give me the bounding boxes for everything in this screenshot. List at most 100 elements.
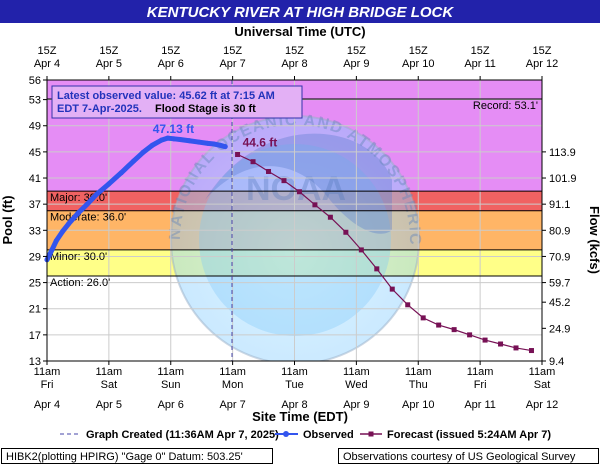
- bottom-tick-date: Apr 6: [158, 399, 184, 411]
- bottom-tick-date: Apr 5: [96, 399, 122, 411]
- forecast-point: [281, 178, 287, 184]
- forecast-point: [467, 332, 473, 338]
- top-tick-label: 15Z: [533, 45, 552, 57]
- bottom-tick-day: Tue: [285, 379, 304, 391]
- left-tick-label: 53: [29, 95, 41, 107]
- top-tick-label: 15Z: [99, 45, 118, 57]
- observed-point: [94, 191, 99, 197]
- left-tick-label: 33: [29, 225, 41, 237]
- footer-right-box: [338, 448, 599, 464]
- top-tick-date: Apr 5: [96, 58, 122, 70]
- observed-point: [66, 221, 72, 227]
- right-tick-label: 113.9: [549, 147, 576, 159]
- observed-point: [84, 201, 90, 207]
- top-tick-label: 15Z: [347, 45, 366, 57]
- left-tick-label: 45: [29, 147, 41, 159]
- footer-left-box: [1, 448, 273, 464]
- bottom-tick-day: Mon: [222, 379, 243, 391]
- bottom-axis-label: Site Time (EDT): [252, 409, 348, 424]
- top-tick-date: Apr 12: [526, 58, 558, 70]
- peak-label: 47.13 ft: [153, 122, 194, 136]
- forecast-point: [528, 348, 534, 354]
- threshold-label: Record: 53.1': [473, 100, 538, 112]
- top-axis-label: Universal Time (UTC): [234, 24, 365, 39]
- right-tick-label: 45.2: [549, 297, 570, 309]
- forecast-point: [266, 168, 272, 174]
- observed-point: [131, 158, 137, 164]
- left-tick-label: 13: [29, 356, 41, 368]
- forecast-point: [482, 337, 488, 343]
- top-tick-label: 15Z: [285, 45, 304, 57]
- bottom-tick-time: 11am: [405, 366, 432, 378]
- observed-point: [171, 136, 177, 142]
- bottom-tick-day: Fri: [474, 379, 487, 391]
- legend-created-label: Graph Created (11:36AM Apr 7, 2025): [86, 429, 279, 441]
- left-axis-label: Pool (ft): [0, 195, 15, 244]
- forecast-series: [235, 151, 534, 354]
- observed-point: [217, 142, 223, 148]
- bottom-tick-date: Apr 10: [402, 399, 434, 411]
- title-bar: [0, 0, 600, 23]
- left-tick-label: 29: [29, 251, 41, 263]
- footer-datum: HIBK2(plotting HPIRG) "Gage 0" Datum: 50…: [6, 451, 243, 463]
- bottom-tick-day: Wed: [345, 379, 367, 391]
- left-tick-label: 41: [29, 173, 41, 185]
- top-tick-date: Apr 8: [281, 58, 307, 70]
- right-tick-label: 91.1: [549, 199, 570, 211]
- bottom-tick-date: Apr 12: [526, 399, 558, 411]
- legend-forecast-marker: [368, 431, 374, 437]
- bottom-tick-time: 11am: [96, 366, 123, 378]
- observed-point: [165, 135, 171, 141]
- right-tick-label: 24.9: [549, 323, 570, 335]
- top-tick-date: Apr 7: [219, 58, 245, 70]
- bottom-tick-day: Sun: [161, 379, 181, 391]
- bottom-tick-day: Thu: [409, 379, 428, 391]
- forecast-point: [513, 345, 519, 351]
- top-tick-label: 15Z: [38, 45, 57, 57]
- left-tick-label: 17: [29, 330, 41, 342]
- top-tick-date: Apr 9: [343, 58, 369, 70]
- bottom-tick-time: 11am: [467, 366, 494, 378]
- left-tick-label: 49: [29, 121, 41, 133]
- observed-point: [53, 238, 59, 244]
- top-tick-label: 15Z: [161, 45, 180, 57]
- bottom-tick-date: Apr 4: [34, 399, 60, 411]
- info-box-line2: EDT 7-Apr-2025.: [57, 103, 142, 115]
- observed-point: [177, 136, 183, 142]
- threshold-label: Action: 26.0': [50, 277, 110, 289]
- top-tick-date: Apr 6: [158, 58, 184, 70]
- observed-point: [158, 137, 164, 143]
- observed-point: [59, 229, 65, 235]
- latest-value-box: Latest observed value: 45.62 ft at 7:15 …: [51, 85, 303, 119]
- observed-series: [44, 135, 228, 263]
- bottom-tick-date: Apr 11: [464, 399, 496, 411]
- observed-point: [140, 150, 146, 156]
- observed-point: [149, 142, 155, 148]
- forecast-point: [358, 247, 364, 253]
- top-tick-date: Apr 10: [402, 58, 434, 70]
- bottom-tick-time: 11am: [281, 366, 308, 378]
- forecast-point: [451, 327, 457, 333]
- left-axis-ticks: 13 17 21 25 29 33 37 41 45 49 53 56: [29, 75, 47, 368]
- right-tick-label: 70.9: [549, 251, 570, 263]
- footer: HIBK2(plotting HPIRG) "Gage 0" Datum: 50…: [1, 448, 599, 464]
- legend-forecast-label: Forecast (issued 5:24AM Apr 7): [387, 429, 551, 441]
- bottom-tick-day: Sat: [101, 379, 118, 391]
- observed-point: [49, 247, 55, 253]
- right-tick-label: 80.9: [549, 225, 570, 237]
- forecast-point: [405, 302, 411, 308]
- bottom-tick-time: 11am: [219, 366, 246, 378]
- top-tick-date: Apr 4: [34, 58, 60, 70]
- forecast-point: [343, 229, 349, 235]
- legend-observed-marker: [283, 431, 289, 437]
- info-box-line1: Latest observed value: 45.62 ft at 7:15 …: [57, 90, 275, 102]
- right-axis-label: Flow (kcfs): [587, 206, 600, 274]
- bottom-tick-time: 11am: [34, 366, 61, 378]
- observed-point: [211, 141, 217, 147]
- forecast-point: [327, 214, 333, 220]
- bottom-tick-day: Sat: [534, 379, 551, 391]
- info-box-flood-stage: Flood Stage is 30 ft: [155, 103, 256, 115]
